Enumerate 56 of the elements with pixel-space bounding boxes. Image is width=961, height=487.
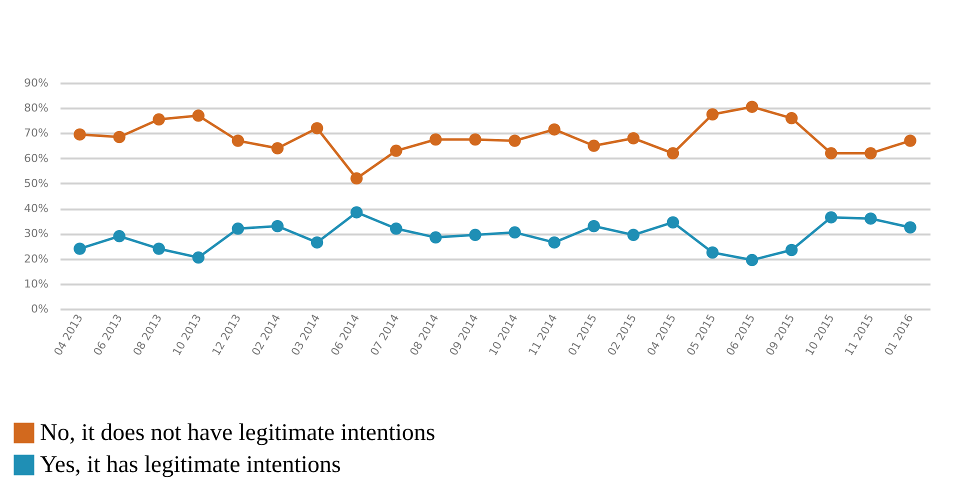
point — [785, 244, 798, 256]
point — [864, 147, 877, 160]
point — [390, 222, 402, 235]
point — [588, 140, 600, 152]
y-tick-label: 70% — [24, 126, 48, 140]
legend-label: No, it does not have legitimate intentions — [40, 420, 436, 446]
point — [113, 130, 126, 144]
y-tick-label: 50% — [24, 176, 48, 190]
point — [232, 134, 244, 147]
point — [627, 132, 640, 144]
legend-label: Yes, it has legitimate intentions — [40, 452, 341, 478]
y-tick-label: 40% — [24, 202, 48, 216]
y-tick-label: 30% — [24, 227, 48, 240]
point — [113, 230, 126, 242]
point — [706, 108, 719, 120]
point — [390, 144, 402, 157]
point — [746, 254, 758, 266]
point — [152, 113, 165, 126]
point — [825, 147, 838, 160]
point — [74, 128, 86, 141]
point — [508, 226, 521, 239]
point — [310, 236, 324, 249]
point — [864, 212, 877, 225]
point — [74, 242, 86, 255]
point — [430, 133, 442, 146]
point — [588, 220, 600, 232]
point — [192, 110, 205, 122]
point — [785, 112, 798, 124]
point — [666, 147, 680, 160]
point — [350, 206, 363, 218]
point — [904, 134, 916, 147]
point — [548, 236, 560, 249]
point — [192, 251, 205, 264]
point — [746, 100, 758, 113]
point — [271, 142, 284, 154]
point — [232, 222, 244, 235]
point — [548, 123, 560, 136]
point — [904, 221, 916, 234]
point — [469, 228, 482, 242]
y-tick-label: 80% — [24, 102, 48, 115]
point — [627, 228, 640, 242]
point — [152, 242, 165, 255]
point — [508, 134, 521, 147]
point — [310, 122, 324, 134]
y-tick-label: 90% — [24, 76, 48, 90]
point — [271, 220, 284, 232]
y-tick-label: 0% — [31, 302, 48, 316]
point — [825, 211, 838, 224]
point — [430, 231, 442, 244]
point — [666, 216, 680, 228]
point — [469, 133, 482, 146]
y-tick-label: 20% — [24, 252, 48, 266]
point — [706, 246, 719, 259]
y-tick-label: 60% — [24, 152, 48, 165]
point — [350, 172, 363, 185]
y-tick-label: 10% — [24, 277, 48, 290]
